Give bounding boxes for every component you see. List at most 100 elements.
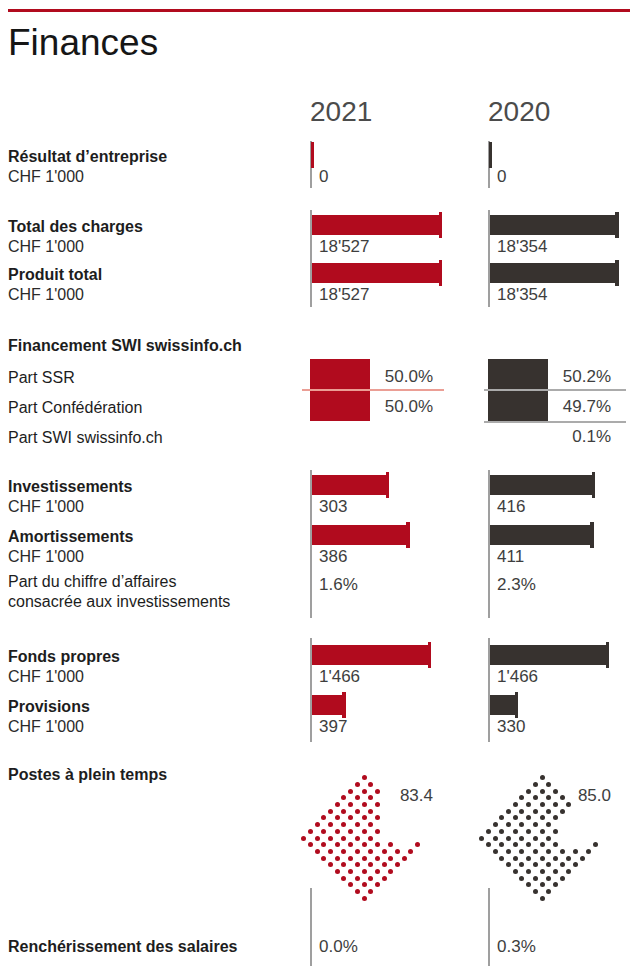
fte-dot [566, 869, 571, 874]
fte-dot [355, 889, 360, 894]
fte-dot [368, 809, 373, 814]
stack-segment [488, 359, 548, 389]
fte-dot [580, 856, 585, 861]
fte-dot [540, 856, 545, 861]
bar-value: 386 [319, 547, 347, 567]
fte-dot [560, 795, 565, 800]
row-label: Résultat d’entreprise [8, 147, 167, 167]
value-bar [312, 525, 408, 545]
row-unit: CHF 1'000 [8, 167, 84, 187]
fte-dot [348, 856, 353, 861]
fte-dot [415, 842, 420, 847]
fte-dot [321, 842, 326, 847]
stack-segment [310, 391, 370, 421]
fte-dot [479, 836, 484, 841]
row-unit: CHF 1'000 [8, 237, 84, 257]
fte-dot [526, 802, 531, 807]
percent-value: 0.3% [497, 937, 536, 957]
bar-end-cap [489, 142, 493, 168]
bar-end-cap [615, 212, 619, 238]
fte-dot [348, 829, 353, 834]
fte-dot [382, 849, 387, 854]
fte-dot [519, 849, 524, 854]
fte-dot [328, 836, 333, 841]
fte-dot [573, 849, 578, 854]
fte-dot [513, 802, 518, 807]
bar-value: 18'354 [497, 237, 548, 257]
row-label-line2: consacrée aux investissements [8, 592, 230, 612]
row-label: Amortissements [8, 527, 133, 547]
fte-dot [321, 856, 326, 861]
fte-dot [382, 862, 387, 867]
percent-value: 0.1% [488, 427, 611, 447]
fte-dot [335, 869, 340, 874]
fte-dot [519, 836, 524, 841]
value-bar [312, 475, 387, 495]
row-label: Provisions [8, 697, 90, 717]
fte-dot [553, 869, 558, 874]
axis-baseline [488, 888, 490, 966]
bar-value: 18'527 [319, 285, 370, 305]
bar-value: 0 [319, 167, 328, 187]
bar-end-cap [590, 522, 594, 548]
fte-dot [553, 802, 558, 807]
fte-dot [553, 829, 558, 834]
fte-dot [368, 862, 373, 867]
fte-dot [553, 815, 558, 820]
fte-dot [328, 849, 333, 854]
stack-divider [484, 421, 626, 423]
fte-dot [375, 789, 380, 794]
fte-dot [533, 822, 538, 827]
row-unit: CHF 1'000 [8, 497, 84, 517]
value-bar [490, 695, 516, 715]
fte-dot [355, 836, 360, 841]
fte-dot [368, 822, 373, 827]
fte-dot [328, 822, 333, 827]
fte-dot [368, 889, 373, 894]
value-bar [312, 645, 429, 665]
fte-dot [593, 842, 598, 847]
fte-dot [573, 862, 578, 867]
percent-value: 1.6% [319, 575, 358, 595]
fte-dot [553, 789, 558, 794]
fte-dot [375, 869, 380, 874]
fte-dot [402, 856, 407, 861]
bar-end-cap [311, 142, 315, 168]
stack-segment [488, 391, 548, 421]
fte-dot [382, 876, 387, 881]
fte-dot [355, 822, 360, 827]
fte-dot [513, 815, 518, 820]
fte-dot [566, 856, 571, 861]
fte-dot [388, 842, 393, 847]
fte-dot [506, 822, 511, 827]
fte-dot [348, 789, 353, 794]
row-unit: CHF 1'000 [8, 667, 84, 687]
page-title: Finances [8, 23, 158, 63]
fte-dot [533, 809, 538, 814]
fte-dot [493, 849, 498, 854]
row-label: Part Confédération [8, 398, 142, 418]
fte-dot [566, 802, 571, 807]
fte-dot [493, 836, 498, 841]
column-header-2021: 2021 [310, 97, 372, 127]
value-bar [312, 263, 440, 283]
fte-dot [315, 822, 320, 827]
stack-segment [310, 359, 370, 389]
bar-end-cap [615, 260, 619, 286]
fte-dot [368, 849, 373, 854]
fte-dot [328, 862, 333, 867]
fte-dot [362, 842, 367, 847]
fte-dot [362, 869, 367, 874]
fte-dot [341, 822, 346, 827]
fte-dot [341, 809, 346, 814]
bar-end-cap [606, 642, 610, 668]
fte-dot [519, 876, 524, 881]
fte-dot [519, 862, 524, 867]
bar-value: 330 [497, 717, 525, 737]
fte-dot [560, 876, 565, 881]
fte-dot [553, 856, 558, 861]
value-bar [490, 263, 617, 283]
row-label: Produit total [8, 265, 102, 285]
bar-end-cap [515, 692, 519, 718]
fte-dot [499, 856, 504, 861]
